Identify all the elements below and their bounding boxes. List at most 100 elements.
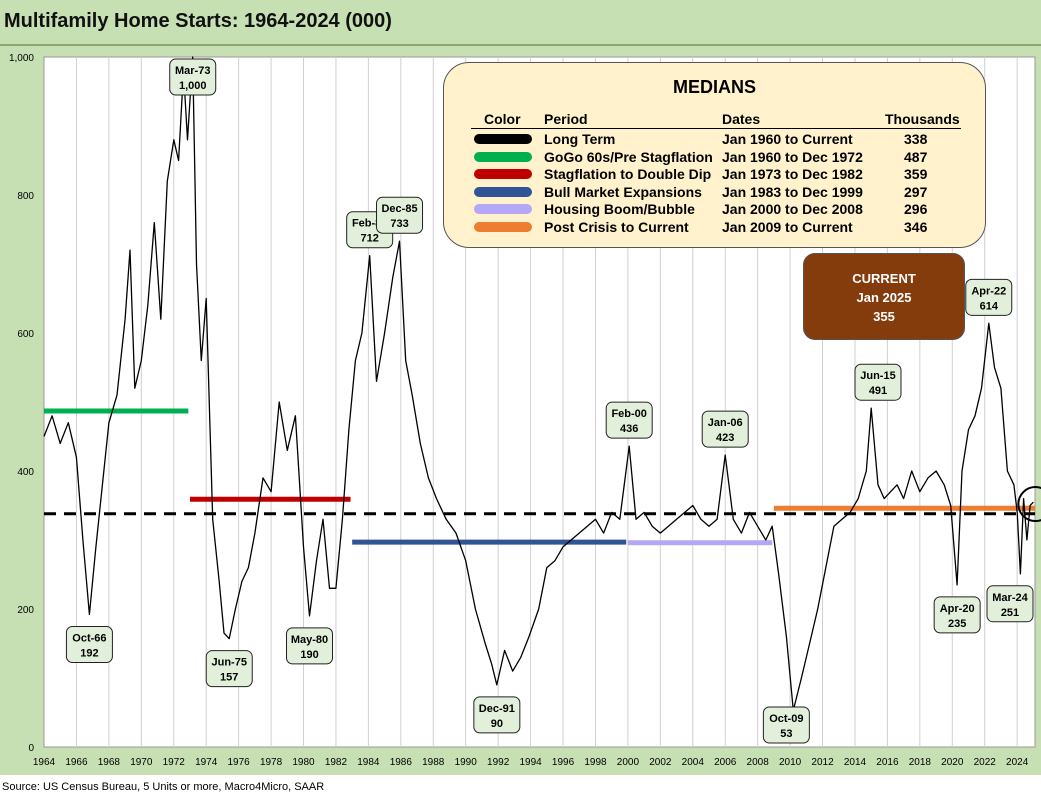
median-row: Stagflation to Double Dip Jan 1973 to Dec… <box>444 166 985 184</box>
callout-date: Jun-75 <box>211 657 246 669</box>
color-swatch <box>474 169 532 179</box>
dates-label: Jan 2009 to Current <box>722 218 853 235</box>
callout-date: Jan-06 <box>708 417 743 429</box>
callout-date: Mar-24 <box>992 592 1028 604</box>
callout-value: 423 <box>716 432 734 444</box>
period-label: Bull Market Expansions <box>544 183 702 200</box>
x-tick-label: 1968 <box>98 757 121 768</box>
callout-value: 53 <box>780 728 792 740</box>
thousands-value: 346 <box>904 218 928 235</box>
callout-value: 491 <box>869 385 887 397</box>
callout-box <box>473 696 521 734</box>
callout-value: 251 <box>1001 607 1019 619</box>
annotation-callout: Apr-20 235 <box>933 596 981 634</box>
current-date: Jan 2025 <box>856 290 912 305</box>
callout-date: Dec-85 <box>381 203 417 215</box>
callout-value: 436 <box>620 423 638 435</box>
median-row: GoGo 60s/Pre Stagflation Jan 1960 to Dec … <box>444 149 985 167</box>
header-dates: Dates <box>722 111 761 127</box>
callout-value: 190 <box>300 649 318 661</box>
callout-date: Mar-73 <box>175 65 210 77</box>
callout-value: 614 <box>980 300 999 312</box>
color-swatch <box>474 186 532 197</box>
thousands-value: 487 <box>904 148 928 165</box>
y-tick-label: 200 <box>17 605 34 616</box>
dates-label: Jan 1960 to Dec 1972 <box>722 148 863 165</box>
callout-box <box>701 410 749 448</box>
callout-date: Dec-91 <box>479 703 515 715</box>
period-label: Housing Boom/Bubble <box>544 201 695 217</box>
callout-box <box>376 196 424 234</box>
medians-title: MEDIANS <box>672 77 756 97</box>
annotation-callout: Jun-15 491 <box>854 363 902 401</box>
x-tick-label: 1998 <box>584 757 607 768</box>
callout-value: 235 <box>948 618 966 630</box>
y-tick-label: 1,000 <box>9 53 34 64</box>
current-value-box: CURRENT Jan 2025 355 <box>803 253 965 340</box>
x-tick-label: 2016 <box>876 757 899 768</box>
x-tick-label: 2014 <box>844 757 867 768</box>
annotation-callout: Dec-85 733 <box>376 196 424 234</box>
callout-box <box>605 401 653 439</box>
callout-date: Jun-15 <box>860 370 895 382</box>
annotation-callout: Dec-91 90 <box>473 696 521 734</box>
y-tick-label: 0 <box>28 743 34 754</box>
callout-value: 157 <box>220 672 238 684</box>
annotation-callout: Apr-22 614 <box>965 278 1013 316</box>
x-tick-label: 1988 <box>422 757 445 768</box>
x-tick-label: 1970 <box>130 757 153 768</box>
current-label: CURRENT <box>852 271 916 286</box>
callout-box <box>933 596 981 634</box>
series-line <box>43 56 1034 712</box>
callout-box <box>965 278 1013 316</box>
color-swatch <box>474 204 532 214</box>
median-lines <box>44 408 1035 546</box>
callout-box <box>65 626 113 664</box>
annotation-callout: Mar-24 251 <box>986 585 1034 623</box>
x-tick-label: 2020 <box>941 757 964 768</box>
period-label: Post Crisis to Current <box>544 218 689 235</box>
thousands-value: 359 <box>904 166 928 182</box>
annotation-callout: Jan-06 423 <box>701 410 749 448</box>
x-tick-label: 1986 <box>390 757 413 768</box>
x-tick-label: 1980 <box>292 757 315 768</box>
median-row: Long Term Jan 1960 to Current 338 <box>444 131 985 149</box>
x-tick-label: 1978 <box>260 757 283 768</box>
x-tick-label: 1972 <box>163 757 186 768</box>
medians-legend: MEDIANS Color Period Dates Thousands Lon… <box>443 62 986 248</box>
x-tick-label: 1994 <box>519 757 542 768</box>
median-row: Post Crisis to Current Jan 2009 to Curren… <box>444 219 985 237</box>
callout-value: 90 <box>491 718 503 730</box>
source-note: Source: US Census Bureau, 5 Units or mor… <box>2 781 325 793</box>
x-tick-label: 2024 <box>1006 757 1029 768</box>
x-tick-label: 2018 <box>909 757 932 768</box>
x-tick-label: 1966 <box>65 757 88 768</box>
x-tick-label: 1992 <box>487 757 510 768</box>
color-swatch <box>474 151 532 162</box>
dates-label: Jan 1973 to Dec 1982 <box>722 166 863 182</box>
header-rule <box>471 128 961 129</box>
thousands-value: 296 <box>904 201 928 217</box>
header-thousands: Thousands <box>885 111 960 127</box>
callout-value: 1,000 <box>179 80 207 92</box>
color-swatch <box>474 134 532 144</box>
callout-value: 712 <box>361 233 379 245</box>
x-tick-label: 1974 <box>195 757 218 768</box>
annotation-callout: Oct-66 192 <box>65 626 113 664</box>
callout-box <box>762 706 810 744</box>
callout-date: Oct-09 <box>769 713 803 725</box>
callout-box <box>986 585 1034 623</box>
callout-date: May-80 <box>291 634 328 646</box>
y-tick-label: 600 <box>17 329 34 340</box>
x-tick-label: 2004 <box>682 757 705 768</box>
annotation-callout: Feb-00 436 <box>605 401 653 439</box>
x-tick-label: 1982 <box>325 757 348 768</box>
y-tick-label: 400 <box>17 467 34 478</box>
annotations: Mar-73 1,000 Oct-66 192 Jun-75 157 May-80 190 Fe… <box>65 58 1041 744</box>
dates-label: Jan 2000 to Dec 2008 <box>722 201 863 217</box>
current-value: 355 <box>873 309 895 324</box>
period-label: GoGo 60s/Pre Stagflation <box>544 148 713 165</box>
x-tick-label: 1996 <box>552 757 575 768</box>
header-period: Period <box>544 111 588 127</box>
axis-labels: 1964 1966 1968 1970 1972 1974 1976 1978 1980 1982… <box>9 53 1029 768</box>
